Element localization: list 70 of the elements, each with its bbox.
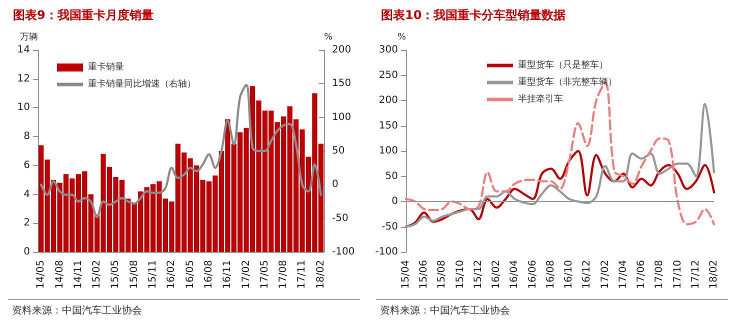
x-tick-label: 15/02 [92,260,103,289]
y-tick-label: 150 [378,120,398,132]
y-axis-title: 万辆 [20,32,38,42]
x-tick-label: 18/02 [315,260,326,289]
y2-tick-label: -100 [332,246,355,258]
x-tick-label: 18/02 [708,260,720,289]
y-tick-label: 0 [24,246,30,258]
x-tick-label: 16/04 [509,260,520,289]
x-tick-label: 15/08 [128,260,140,289]
y-tick-label: 100 [378,146,398,156]
x-tick-label: 17/02 [600,260,611,289]
chart-title: 图表10：我国重卡分车型销量数据 [381,8,566,22]
x-tick-label: 16/06 [527,260,538,289]
y-tick-label: 8 [24,131,30,142]
x-tick-label: 16/10 [564,260,575,289]
legend-label: 重卡销量 [88,62,124,72]
text: 资料来源：中国汽车工业协会 [12,304,142,316]
x-tick-label: 17/08 [654,260,666,289]
x-tick-label: 17/02 [240,260,252,289]
y-tick-label: -100 [375,246,398,258]
y2-tick-label: 100 [332,112,352,123]
x-tick-label: 16/08 [545,260,556,289]
y2-tick-label: -50 [332,212,348,224]
x-tick-label: 14/08 [54,260,66,289]
x-tick-label: 17/04 [618,260,629,289]
x-tick-label: 16/05 [184,260,196,289]
x-tick-label: 17/11 [296,260,308,289]
text: 资料来源：中国汽车工业协会 [380,304,510,316]
x-tick-label: 15/06 [418,260,430,289]
y-tick-label: 2 [24,218,30,229]
x-tick-label: 16/02 [166,260,178,289]
x-tick-label: 14/05 [36,260,47,289]
y-tick-label: 4 [24,188,30,200]
y-tick-label: 10 [17,102,30,114]
x-tick-label: 15/10 [454,260,466,289]
x-tick-label: 16/02 [491,260,502,289]
x-tick-label: 16/12 [582,260,593,289]
y2-tick-label: 150 [332,78,352,90]
chart-title: 图表9：我国重卡月度销量 [13,8,154,22]
x-tick-label: 17/12 [690,260,702,289]
y-tick-label: 50 [385,170,398,182]
x-tick-label: 17/10 [672,260,684,289]
y-tick-label: 300 [378,44,398,56]
y-tick-label: -50 [382,221,398,232]
x-tick-label: 15/12 [472,260,484,289]
y-tick-label: 250 [378,70,398,81]
y-tick-label: 6 [24,160,30,171]
y-tick-label: 14 [17,44,30,56]
x-tick-label: 17/08 [278,260,290,289]
x-tick-label: 16/08 [203,260,214,289]
x-tick-label: 16/11 [222,260,234,289]
y-axis-title: % [397,32,406,42]
legend-label: 重型货车（只是整车） [518,60,608,70]
x-tick-label: 15/04 [400,260,412,289]
y2-tick-label: 50 [332,146,345,156]
x-tick-label: 14/11 [72,260,84,289]
legend-label: 重型货车（非完整车辆） [518,76,617,88]
x-tick-label: 15/05 [110,260,122,289]
y-tick-label: 0 [392,196,398,207]
x-tick-label: 17/05 [259,260,270,289]
y-tick-label: 200 [378,95,398,106]
y2-tick-label: 200 [332,44,352,56]
y-tick-label: 12 [17,73,30,84]
x-tick-label: 15/11 [148,260,159,289]
legend-label: 重卡销量同比增速（右轴） [88,78,196,90]
y2-axis-title: % [324,32,333,42]
legend-label: 半挂牵引车 [518,94,563,104]
x-tick-label: 17/06 [636,260,648,289]
y2-tick-label: 0 [332,179,338,190]
x-tick-label: 15/08 [436,260,448,289]
